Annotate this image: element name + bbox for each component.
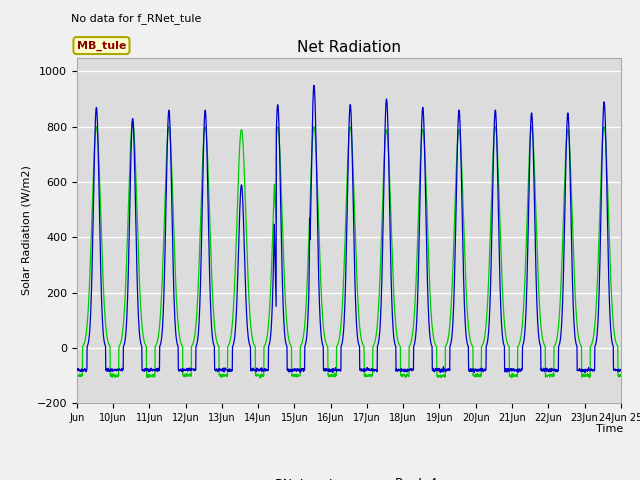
RNet_wat — [329, 370, 337, 375]
RNet_wat — [377, 312, 385, 318]
Rnet_4way — [570, 242, 577, 248]
Title: Net Radiation: Net Radiation — [297, 40, 401, 55]
Rnet_4way — [376, 263, 384, 269]
Line: RNet_wat: RNet_wat — [77, 85, 621, 372]
Legend: RNet_wat, Rnet_4way: RNet_wat, Rnet_4way — [229, 472, 468, 480]
Rnet_4way — [507, 374, 515, 380]
Rnet_4way — [129, 119, 136, 124]
Rnet_4way — [584, 372, 592, 378]
Rnet_4way — [73, 372, 81, 378]
Line: Rnet_4way: Rnet_4way — [77, 121, 621, 378]
RNet_wat — [508, 366, 515, 372]
RNet_wat — [73, 367, 81, 372]
Rnet_4way — [617, 373, 625, 379]
Rnet_4way — [508, 375, 516, 381]
RNet_wat — [570, 301, 577, 307]
Text: MB_tule: MB_tule — [77, 40, 126, 51]
X-axis label: Time: Time — [596, 424, 623, 434]
RNet_wat — [310, 83, 317, 88]
RNet_wat — [617, 367, 625, 372]
RNet_wat — [225, 368, 232, 374]
Rnet_4way — [225, 342, 232, 348]
RNet_wat — [584, 367, 592, 372]
Text: No data for f_RNet_tule: No data for f_RNet_tule — [72, 12, 202, 24]
RNet_wat — [365, 366, 372, 372]
Rnet_4way — [365, 372, 372, 378]
Y-axis label: Solar Radiation (W/m2): Solar Radiation (W/m2) — [21, 166, 31, 295]
